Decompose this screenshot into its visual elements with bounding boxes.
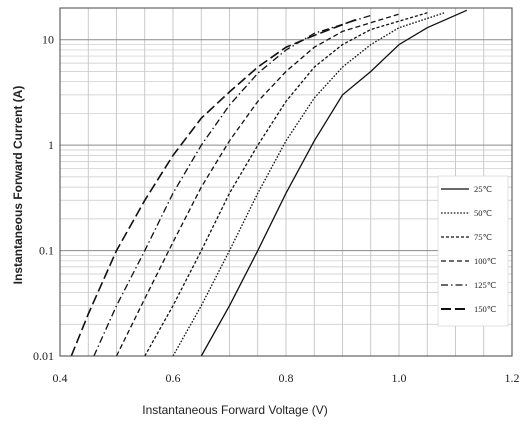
tick-labels: 0.4 0.6 0.8 1.0 1.2 0.01 0.1 1 10 — [33, 33, 520, 385]
legend-box — [437, 175, 509, 327]
series-line-1 — [200, 9, 468, 357]
series-layer — [70, 9, 468, 357]
x-tick-label: 1.2 — [505, 371, 520, 385]
series-line-3 — [144, 12, 428, 357]
y-tick-label: 0.01 — [33, 349, 54, 363]
legend-label: 75℃ — [474, 232, 493, 242]
legend-label: 125℃ — [474, 280, 497, 290]
x-axis-label: Instantaneous Forward Voltage (V) — [142, 403, 327, 417]
y-axis-label: Instantaneous Forward Current (A) — [11, 86, 25, 285]
x-tick-label: 0.8 — [279, 371, 294, 385]
x-tick-label: 1.0 — [392, 371, 407, 385]
y-tick-label: 10 — [42, 33, 54, 47]
grid-lines — [59, 7, 513, 357]
plot-frame — [59, 7, 513, 357]
legend-label: 50℃ — [474, 208, 493, 218]
series-line-4 — [115, 13, 400, 357]
y-tick-label: 0.1 — [39, 244, 54, 258]
x-tick-label: 0.4 — [53, 371, 68, 385]
series-line-6 — [70, 17, 360, 357]
legend-label: 150℃ — [474, 304, 497, 314]
legend-label: 25℃ — [474, 184, 493, 194]
legend-label: 100℃ — [474, 256, 497, 266]
y-tick-label: 1 — [48, 138, 54, 152]
legend: 25℃ 50℃ 75℃ 100℃ 125℃ 150℃ — [437, 175, 509, 327]
x-tick-label: 0.6 — [166, 371, 181, 385]
